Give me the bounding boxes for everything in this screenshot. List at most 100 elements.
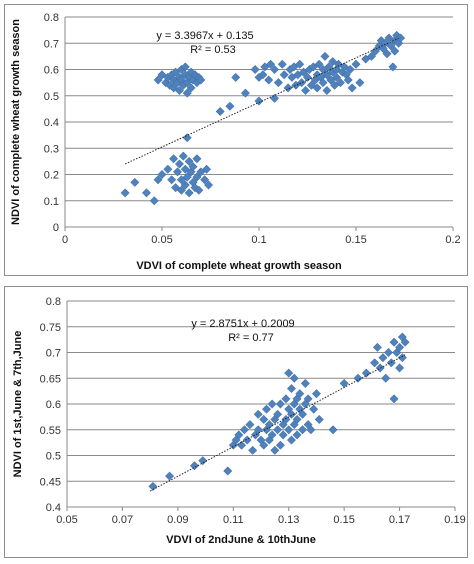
data-point [311, 389, 321, 399]
x-tick-label: 0.11 [223, 514, 244, 526]
data-point [261, 404, 272, 414]
data-point [245, 420, 255, 430]
y-tick-label: 0.6 [46, 399, 61, 411]
data-point [200, 175, 210, 185]
data-point [231, 72, 241, 82]
y-tick-label: 0.4 [46, 502, 61, 514]
scatter-chart-bottom: 0.4 0.45 0.5 0.55 0.6 0.65 0.7 0.75 0.8 0.05 0.07 0… [12, 296, 466, 546]
data-point [264, 420, 274, 430]
data-point [266, 59, 276, 69]
data-point [332, 72, 342, 82]
data-point [383, 347, 394, 358]
data-point [186, 83, 196, 93]
data-point [273, 409, 283, 419]
data-point [180, 164, 190, 174]
data-point [278, 430, 288, 440]
data-point [361, 368, 371, 378]
y-axis-title: NDVI of 1st,June & 7th,June [12, 331, 24, 478]
data-point [258, 70, 268, 80]
data-point [273, 78, 283, 88]
data-point [390, 46, 400, 56]
data-point [381, 373, 391, 383]
data-point [149, 196, 159, 206]
data-point [167, 175, 177, 185]
data-point [289, 373, 299, 383]
data-point [286, 435, 297, 445]
trendline-equation: y = 3.3967x + 0.135 [156, 30, 253, 42]
data-point [400, 337, 410, 347]
y-tick-label: 0.5 [44, 91, 59, 103]
data-point [295, 389, 305, 399]
data-point [234, 430, 244, 440]
data-point [157, 70, 167, 80]
data-point [286, 383, 297, 394]
x-tick-label: 0.2 [445, 234, 460, 246]
data-point [292, 430, 302, 440]
y-tick-label: 0.6 [44, 65, 59, 77]
data-point [157, 169, 167, 180]
data-point [302, 72, 313, 82]
data-point [180, 62, 190, 72]
data-point [269, 64, 280, 75]
data-point [378, 353, 388, 363]
y-tick-label: 0.4 [44, 117, 59, 129]
data-point [303, 394, 313, 404]
x-tick-label: 0.05 [56, 514, 77, 526]
data-point [259, 414, 269, 425]
data-point [259, 440, 269, 450]
trendline [149, 354, 406, 492]
data-point [286, 409, 297, 419]
x-tick-label: 0.09 [167, 514, 188, 526]
data-point [198, 456, 208, 466]
data-point [184, 156, 194, 166]
data-point [314, 59, 324, 69]
data-point [189, 461, 200, 471]
data-point [267, 399, 277, 409]
data-point [194, 185, 204, 195]
chart-panel-bottom: 0.4 0.45 0.5 0.55 0.6 0.65 0.7 0.75 0.8 0.05 0.07 0… [4, 286, 468, 558]
data-point [366, 51, 377, 61]
data-point [318, 78, 328, 88]
trendline [124, 37, 399, 165]
x-axis-title: VDVI of 2ndJune & 10thJune [166, 534, 316, 546]
x-tick-label: 0 [62, 234, 68, 246]
data-point [253, 425, 263, 435]
data-point [324, 62, 334, 72]
y-tick-label: 0.55 [40, 425, 61, 437]
data-point [353, 373, 363, 383]
data-point [182, 88, 192, 98]
data-point [309, 404, 319, 414]
x-tick-label: 0.19 [444, 514, 465, 526]
y-tick-label: 0.7 [46, 348, 61, 360]
data-point [395, 342, 405, 352]
r-squared-label: R² = 0.77 [228, 332, 274, 344]
x-axis-title: VDVI of complete wheat growth season [136, 260, 342, 272]
data-point [153, 75, 163, 85]
data-point [295, 59, 305, 69]
data-point [335, 78, 346, 88]
data-point [395, 363, 405, 373]
data-point [275, 399, 285, 409]
y-axis-title: NDVI of complete wheat growth season [10, 19, 22, 225]
data-point [388, 62, 398, 72]
scatter-chart-top: 0 0.1 0.2 0.3 0.4 0.5 0.6 0.7 0.8 0 0.05 0.1 0.15 0.2… [10, 12, 461, 272]
data-point [386, 41, 396, 51]
data-point [345, 64, 355, 75]
data-point [370, 358, 380, 368]
y-tick-label: 0.3 [44, 143, 59, 155]
data-point [298, 425, 308, 435]
data-point [283, 83, 293, 93]
data-point [277, 59, 287, 69]
y-tick-label: 0.75 [40, 322, 61, 334]
x-tick-label: 0.17 [389, 514, 410, 526]
data-point [301, 85, 311, 96]
y-tick-label: 0.65 [40, 373, 61, 385]
y-tick-label: 0.8 [44, 12, 59, 24]
data-point [328, 425, 338, 435]
data-point [242, 435, 252, 445]
data-point [240, 88, 250, 98]
data-point [184, 188, 194, 198]
data-point [120, 188, 130, 198]
data-point [182, 172, 192, 182]
data-point [169, 154, 179, 164]
